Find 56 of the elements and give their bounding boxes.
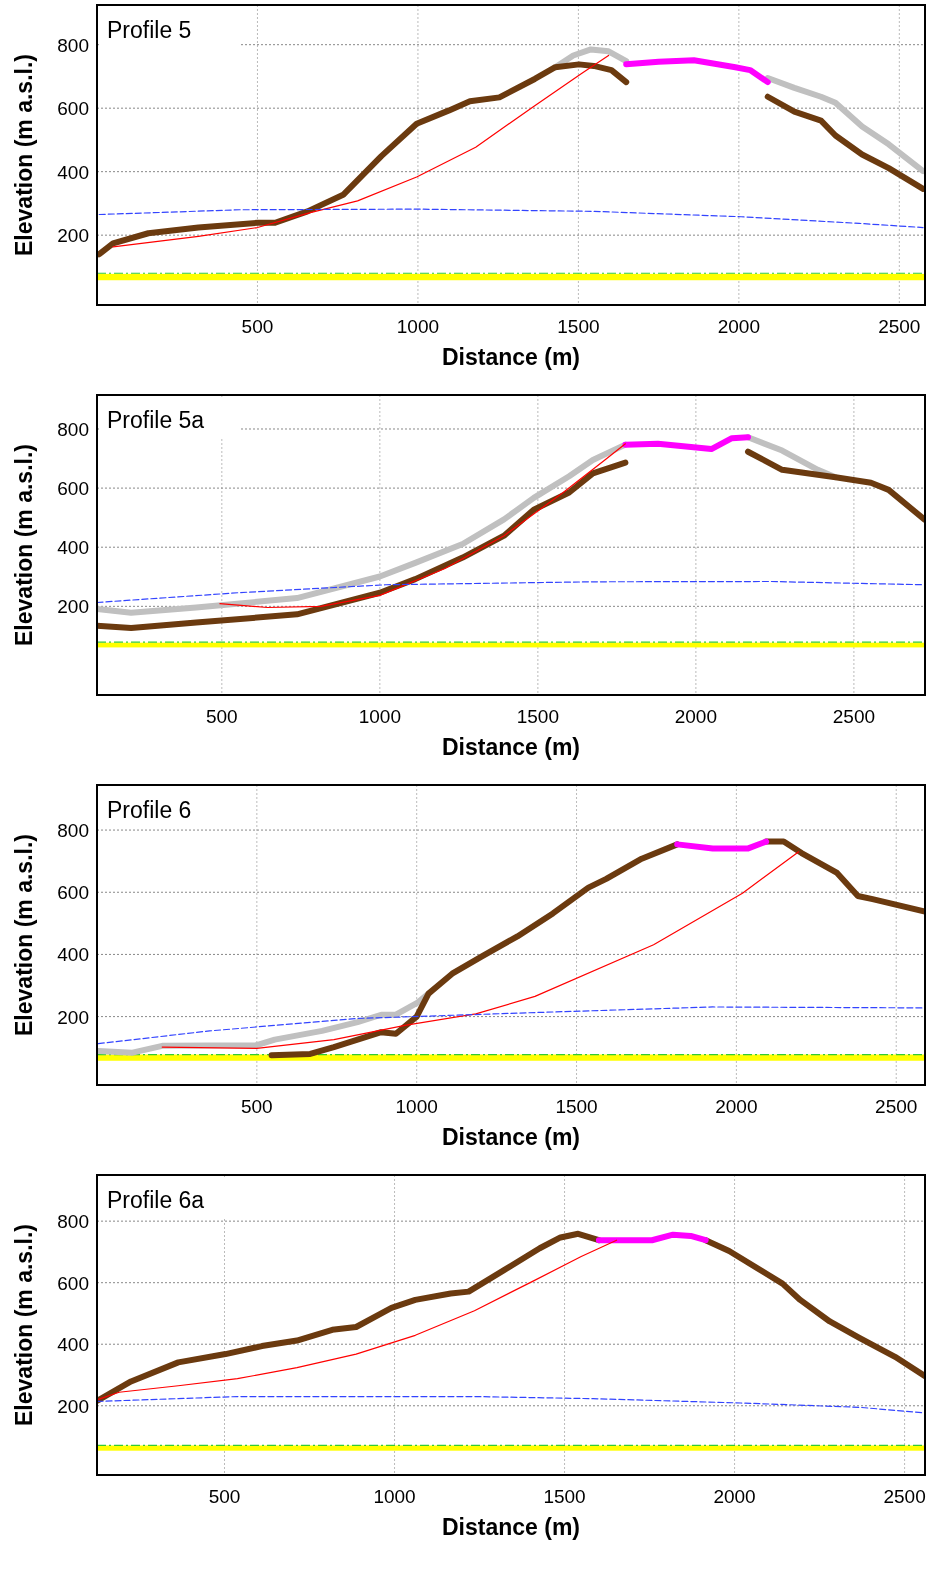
x-tick-label: 1000 [373, 1486, 416, 1507]
x-tick-label: 1000 [358, 706, 401, 727]
x-tick-label: 1000 [396, 316, 440, 337]
y-tick-label: 800 [57, 820, 89, 842]
line-series [161, 851, 800, 1049]
y-tick-label: 200 [57, 1006, 89, 1028]
line-series [219, 443, 626, 609]
line-series [97, 580, 925, 604]
y-tick-label: 600 [57, 1272, 89, 1294]
x-tick-label: 2000 [674, 706, 718, 727]
y-axis-title: Elevation (m a.s.l.) [11, 444, 37, 646]
text: Profile 5 [107, 17, 192, 43]
y-tick-label: 400 [57, 1334, 89, 1356]
line-series [98, 208, 924, 229]
y-axis-title: Elevation (m a.s.l.) [11, 1224, 37, 1426]
x-tick-label: 1000 [395, 1096, 438, 1117]
x-axis-title: Distance (m) [441, 344, 581, 370]
x-tick-label: 2000 [717, 316, 760, 337]
x-tick-label: 1500 [555, 1096, 598, 1117]
x-tick-label: 1500 [543, 1486, 586, 1507]
y-axis-title: Elevation (m a.s.l.) [11, 834, 37, 1036]
x-axis-title: Distance (m) [441, 1124, 581, 1150]
y-tick-label: 600 [57, 478, 89, 500]
x-tick-label: 500 [205, 706, 238, 727]
x-tick-label: 1500 [516, 706, 559, 727]
x-axis-title: Distance (m) [441, 734, 581, 760]
y-tick-label: 200 [57, 1395, 89, 1417]
y-tick-label: 800 [57, 418, 89, 440]
x-tick-label: 2000 [715, 1096, 758, 1117]
y-tick-label: 200 [57, 596, 89, 618]
y-tick-label: 400 [57, 537, 89, 559]
x-tick-label: 2500 [883, 1486, 926, 1507]
text: Profile 6a [107, 1187, 205, 1213]
x-tick-label: 2500 [875, 1096, 918, 1117]
y-tick-label: 600 [57, 98, 89, 120]
y-tick-label: 800 [57, 34, 89, 56]
y-tick-label: 400 [57, 161, 89, 183]
line-series [97, 1239, 618, 1400]
y-tick-label: 800 [57, 1211, 89, 1233]
x-tick-label: 1500 [557, 316, 600, 337]
text: Profile 5a [107, 407, 205, 433]
x-tick-label: 2000 [713, 1486, 756, 1507]
line-series [97, 1006, 925, 1045]
text: Profile 6 [107, 797, 192, 823]
y-tick-label: 400 [57, 944, 89, 966]
x-tick-label: 2500 [878, 316, 921, 337]
x-tick-label: 500 [208, 1486, 241, 1507]
x-tick-label: 2500 [832, 706, 876, 727]
line-series [112, 54, 610, 248]
x-axis-title: Distance (m) [441, 1514, 581, 1540]
y-tick-label: 600 [57, 882, 89, 904]
y-axis-title: Elevation (m a.s.l.) [11, 54, 37, 256]
line-series [97, 1395, 925, 1414]
x-tick-label: 500 [241, 316, 274, 337]
x-tick-label: 500 [240, 1096, 273, 1117]
y-tick-label: 200 [57, 225, 89, 247]
